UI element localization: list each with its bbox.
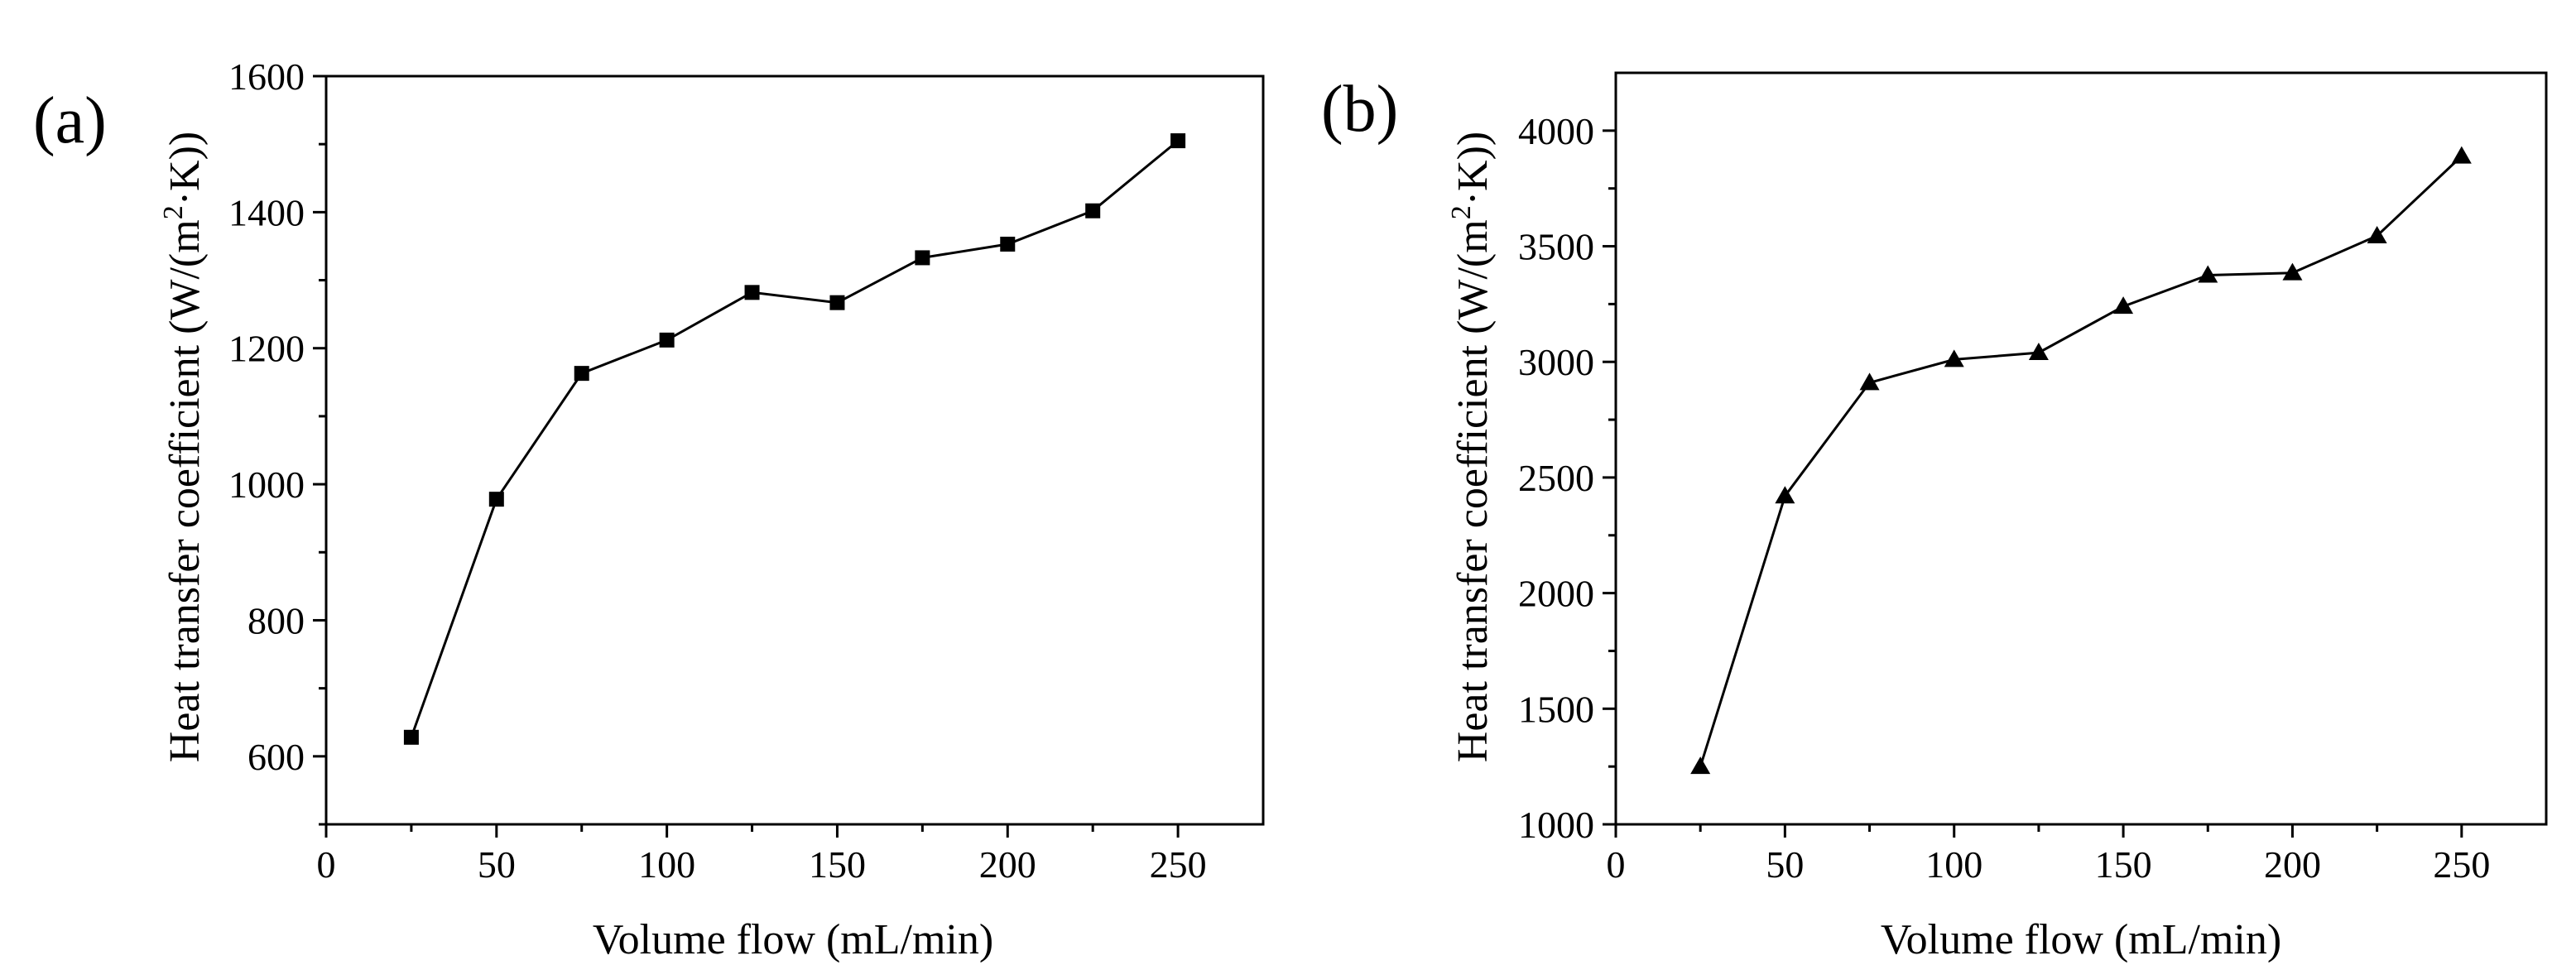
- data-point-square: [1170, 133, 1186, 149]
- series-line: [1699, 155, 2463, 767]
- x-tick-label: 100: [638, 843, 695, 886]
- y-tick-label: 2000: [1518, 573, 1594, 615]
- data-point-triangle: [2367, 225, 2387, 243]
- data-point-square: [1000, 236, 1016, 252]
- x-tick-label: 0: [317, 843, 336, 886]
- y-tick-label: 1200: [228, 328, 305, 370]
- y-tick-label: 3500: [1518, 226, 1594, 268]
- panel-label: (a): [33, 84, 107, 157]
- plot-frame: [1614, 71, 2548, 826]
- series-line: [410, 139, 1180, 738]
- data-point-triangle: [1690, 756, 1711, 775]
- x-tick-label: 250: [2433, 843, 2490, 886]
- data-point-square: [574, 366, 589, 382]
- panel-b: (b) Heat transfer coefficient (W/(m2·K))…: [1321, 71, 2548, 963]
- y-tick-label: 600: [248, 736, 305, 778]
- data-point-square: [488, 492, 504, 507]
- x-tick-label: 150: [809, 843, 866, 886]
- y-tick-label: 2500: [1518, 457, 1594, 499]
- data-point-triangle: [1944, 349, 1964, 367]
- data-point-triangle: [1775, 486, 1795, 504]
- panel-a: (a) Heat transfer coefficient (W/(m2·K))…: [33, 55, 1265, 963]
- plot-frame: [324, 74, 1265, 826]
- y-tick-label: 1600: [228, 55, 305, 98]
- x-tick-label: 250: [1150, 843, 1207, 886]
- y-tick-label: 3000: [1518, 341, 1594, 383]
- y-tick-label: 1400: [228, 191, 305, 233]
- y-tick-label: 1500: [1518, 688, 1594, 730]
- data-point-square: [744, 285, 760, 300]
- x-tick-label: 200: [979, 843, 1036, 886]
- x-axis-title: Volume flow (mL/min): [1881, 916, 2281, 963]
- y-tick-label: 1000: [228, 463, 305, 506]
- data-point-square: [1085, 203, 1101, 218]
- y-tick-label: 1000: [1518, 804, 1594, 846]
- y-axis-title: Heat transfer coefficient (W/(m2·K)): [158, 132, 209, 762]
- y-tick-label: 4000: [1518, 110, 1594, 152]
- x-tick-label: 150: [2095, 843, 2152, 886]
- x-tick-label: 200: [2264, 843, 2321, 886]
- y-tick-label: 800: [248, 599, 305, 641]
- data-point-triangle: [2451, 146, 2472, 164]
- panel-label: (b): [1321, 73, 1398, 146]
- x-tick-label: 100: [1925, 843, 1982, 886]
- data-point-triangle: [2028, 343, 2049, 361]
- data-point-square: [915, 250, 930, 266]
- data-point-triangle: [2198, 265, 2218, 283]
- x-tick-label: 50: [478, 843, 516, 886]
- x-tick-label: 0: [1607, 843, 1626, 886]
- data-point-square: [659, 332, 675, 348]
- x-axis-title: Volume flow (mL/min): [593, 916, 993, 963]
- data-point-square: [403, 729, 419, 745]
- x-tick-label: 50: [1766, 843, 1804, 886]
- data-point-triangle: [1859, 372, 1880, 391]
- data-point-square: [829, 295, 845, 310]
- data-point-triangle: [2282, 262, 2303, 281]
- y-axis-title: Heat transfer coefficient (W/(m2·K)): [1446, 132, 1497, 762]
- data-point-triangle: [2113, 296, 2134, 315]
